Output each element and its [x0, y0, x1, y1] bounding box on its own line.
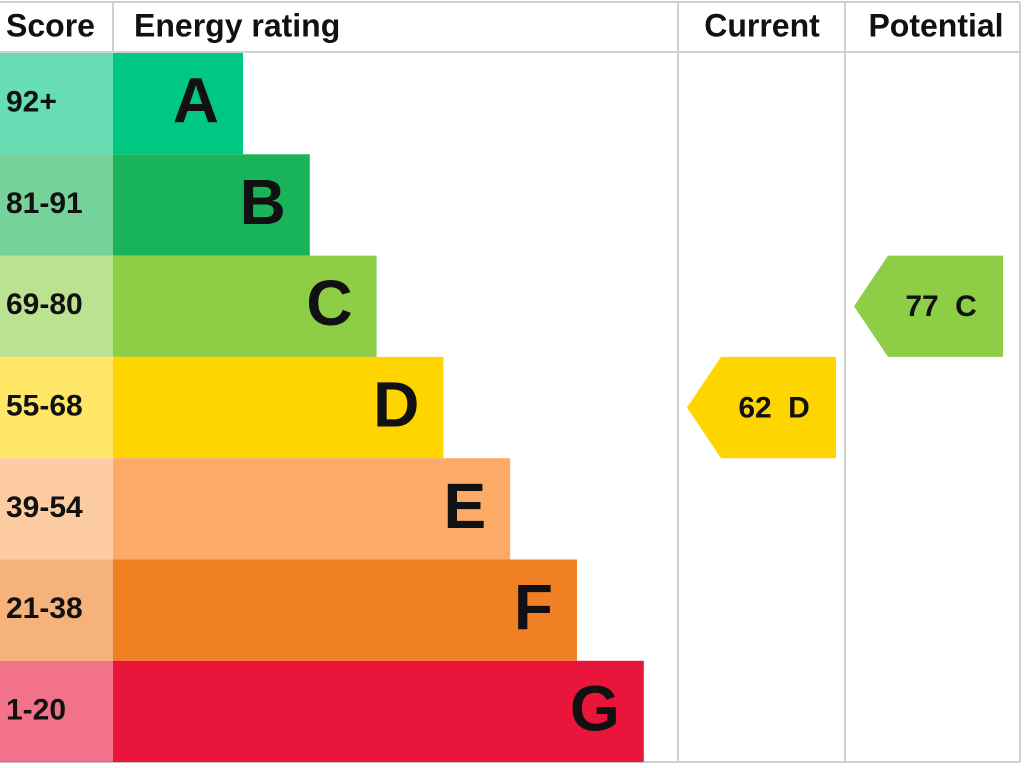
band-letter: A [173, 65, 219, 137]
header-rating: Energy rating [134, 7, 340, 43]
score-range: 55-68 [6, 389, 83, 422]
score-cell [0, 458, 113, 560]
rating-bar [113, 255, 377, 357]
current-score: 62 [738, 391, 771, 424]
rating-bar [113, 53, 243, 155]
rating-bar [113, 559, 577, 661]
score-range: 92+ [6, 86, 57, 119]
score-range: 1-20 [6, 693, 66, 726]
score-range: 39-54 [6, 491, 83, 524]
score-cell [0, 255, 113, 357]
score-range: 81-91 [6, 187, 83, 220]
score-range: 21-38 [6, 592, 83, 625]
score-range: 69-80 [6, 288, 83, 321]
rating-bar [113, 660, 644, 763]
rating-bar [113, 356, 444, 459]
band-letter: E [444, 470, 487, 542]
potential-score: 77 [905, 290, 938, 323]
score-cell [0, 356, 113, 459]
rating-bar [113, 458, 511, 560]
score-cell [0, 660, 113, 763]
potential-arrow [854, 255, 1003, 357]
band-letter: G [570, 672, 620, 744]
score-cell [0, 154, 113, 256]
current-arrow [687, 356, 836, 459]
header-potential: Potential [868, 7, 1003, 43]
header-current: Current [704, 7, 820, 43]
band-letter: F [514, 571, 553, 643]
current-band: D [788, 391, 810, 424]
header-score: Score [6, 7, 95, 43]
score-cell [0, 559, 113, 661]
score-cell [0, 53, 113, 155]
potential-band: C [955, 290, 977, 323]
band-letter: D [373, 368, 419, 440]
band-letter: B [240, 166, 286, 238]
band-letter: C [306, 267, 352, 339]
rating-bar [113, 154, 310, 256]
